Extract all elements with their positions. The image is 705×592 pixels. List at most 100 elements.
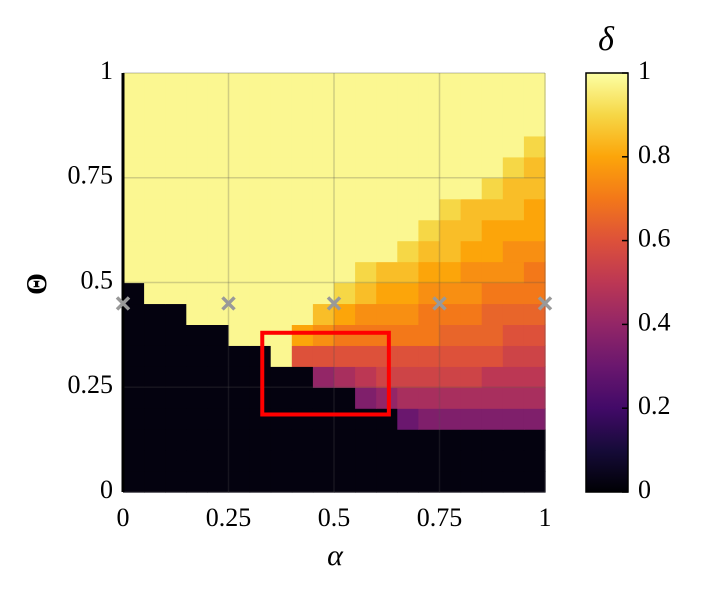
heatmap-cell [418, 93, 441, 116]
y-tick-label: 1 [100, 56, 113, 85]
heatmap-cell [376, 429, 398, 451]
heatmap-cell [144, 303, 166, 325]
heatmap-cell [418, 408, 441, 430]
heatmap-cell [165, 177, 187, 200]
heatmap-cell [186, 135, 208, 158]
heatmap-cell [186, 177, 208, 200]
heatmap-cell [460, 240, 483, 263]
heatmap-cell [523, 261, 546, 284]
heatmap-cell [312, 261, 335, 284]
heatmap-cell [207, 93, 230, 116]
heatmap-cell [502, 324, 525, 346]
heatmap-cell [523, 93, 546, 116]
heatmap-cell [418, 366, 441, 388]
heatmap-cell [376, 282, 398, 305]
heatmap-cell [207, 261, 230, 284]
heatmap-cell [144, 324, 166, 346]
heatmap-cell [502, 471, 525, 493]
heatmap-cell [144, 177, 166, 200]
heatmap-cell [502, 177, 525, 200]
heatmap-cell [460, 156, 483, 179]
heatmap-cell [228, 261, 251, 284]
heatmap-cell [291, 429, 314, 451]
heatmap-cell [523, 114, 546, 137]
heatmap-cell [186, 303, 208, 325]
heatmap-cell [186, 471, 208, 493]
heatmap-cell [228, 198, 251, 221]
heatmap-cell [334, 240, 356, 263]
heatmap-cell [523, 408, 546, 430]
heatmap-cell [291, 177, 314, 200]
heatmap-cell [481, 219, 504, 242]
heatmap-cell [481, 135, 504, 158]
heatmap-cell [186, 345, 208, 367]
heatmap-cell [123, 73, 145, 95]
heatmap-cell [460, 73, 483, 95]
heatmap-cell [144, 471, 166, 493]
heatmap-cell [418, 261, 441, 284]
heatmap-cell [334, 177, 356, 200]
heatmap-cell [165, 324, 187, 346]
heatmap-cell [460, 471, 483, 493]
heatmap-cell [397, 73, 419, 95]
heatmap-cell [439, 73, 462, 95]
heatmap-cell [460, 261, 483, 284]
heatmap-cell [165, 219, 187, 242]
heatmap-cell [312, 387, 335, 409]
heatmap-cell [186, 324, 208, 346]
heatmap-cell [165, 366, 187, 388]
heatmap-cell [334, 366, 356, 388]
heatmap-cell [123, 93, 145, 116]
heatmap-cell [460, 366, 483, 388]
heatmap-cell [312, 408, 335, 430]
heatmap-cell [123, 177, 145, 200]
heatmap-cell [334, 93, 356, 116]
heatmap-cell [165, 135, 187, 158]
heatmap-cell [334, 324, 356, 346]
highlight-box [260, 330, 391, 417]
heatmap-cell [249, 240, 272, 263]
heatmap-cell [481, 261, 504, 284]
heatmap-cell [397, 450, 419, 472]
heatmap-cell [291, 408, 314, 430]
heatmap-cell [228, 471, 251, 493]
heatmap-cell [418, 198, 441, 221]
heatmap-cell [460, 219, 483, 242]
y-tick-label: 0 [100, 475, 113, 504]
heatmap-cell [228, 93, 251, 116]
heatmap-cell [523, 366, 546, 388]
heatmap-cell [312, 345, 335, 367]
marker [537, 296, 553, 311]
heatmap-cell [481, 198, 504, 221]
heatmap-cell [312, 177, 335, 200]
heatmap-cell [270, 219, 293, 242]
heatmap-cell [439, 366, 462, 388]
heatmap-cell [376, 156, 398, 179]
heatmap-cell [334, 114, 356, 137]
heatmap-cell [312, 324, 335, 346]
heatmap-cell [418, 219, 441, 242]
heatmap-cell [165, 387, 187, 409]
heatmap-cell [123, 156, 145, 179]
heatmap-cell [397, 429, 419, 451]
heatmap-cell [523, 387, 546, 409]
heatmap-cell [228, 156, 251, 179]
heatmap-cell [207, 73, 230, 95]
heatmap-cell [249, 261, 272, 284]
heatmap-cell [481, 471, 504, 493]
heatmap-cell [481, 73, 504, 95]
heatmap-cell [207, 219, 230, 242]
heatmap-cell [481, 324, 504, 346]
heatmap-cell [165, 303, 187, 325]
heatmap-cell [144, 282, 166, 305]
heatmap-cell [334, 345, 356, 367]
heatmap-cell [291, 303, 314, 325]
heatmap-cell [397, 93, 419, 116]
colorbar-label: δ [598, 21, 615, 58]
heatmap-cell [439, 471, 462, 493]
heatmap-cell [291, 261, 314, 284]
colorbar [585, 72, 629, 493]
heatmap-cell [123, 408, 145, 430]
colorbar-tick-label: 0.6 [638, 224, 671, 253]
heatmap-cell [523, 240, 546, 263]
